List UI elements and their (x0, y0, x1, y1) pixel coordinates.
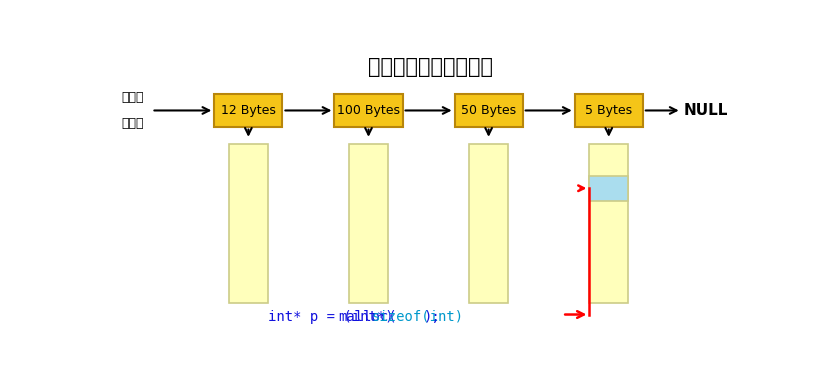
Bar (454, 94, 522, 126)
Bar (590, 176, 628, 201)
Text: 表指针: 表指针 (121, 117, 144, 130)
Bar (470, 144, 508, 303)
Bar (229, 144, 268, 303)
Bar (334, 94, 402, 126)
Text: );: ); (423, 310, 440, 324)
Text: NULL: NULL (683, 103, 727, 118)
Bar (590, 144, 628, 303)
Text: int* p = (int*): int* p = (int*) (268, 310, 393, 324)
Text: 空闲链: 空闲链 (121, 91, 144, 104)
Bar (575, 94, 643, 126)
Text: 100 Bytes: 100 Bytes (337, 104, 400, 117)
Bar (349, 144, 388, 303)
Text: sizeof(int): sizeof(int) (372, 310, 464, 324)
Text: 5 Bytes: 5 Bytes (585, 104, 633, 117)
Text: 空闲链表管理法示意图: 空闲链表管理法示意图 (368, 57, 493, 76)
Text: malloc(: malloc( (339, 310, 397, 324)
Bar (214, 94, 282, 126)
Text: 50 Bytes: 50 Bytes (461, 104, 517, 117)
Text: 12 Bytes: 12 Bytes (221, 104, 276, 117)
